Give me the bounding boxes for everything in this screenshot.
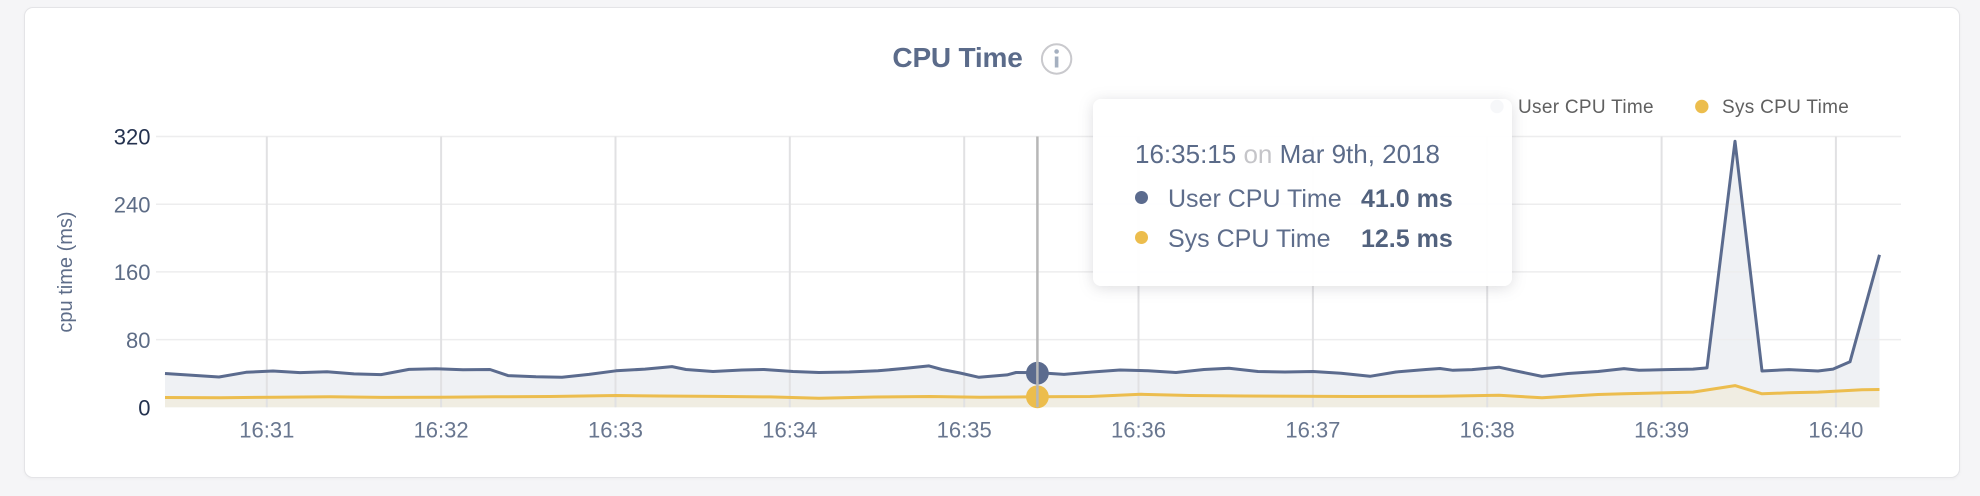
svg-text:16:40: 16:40: [1808, 418, 1863, 443]
svg-text:16:37: 16:37: [1285, 418, 1340, 443]
svg-text:16:36: 16:36: [1111, 418, 1166, 443]
svg-text:160: 160: [114, 260, 151, 285]
svg-text:16:35: 16:35: [937, 418, 992, 443]
svg-text:80: 80: [126, 328, 150, 353]
svg-text:0: 0: [138, 395, 150, 420]
svg-text:16:39: 16:39: [1634, 418, 1689, 443]
svg-text:16:31: 16:31: [239, 418, 294, 443]
svg-text:16:33: 16:33: [588, 418, 643, 443]
svg-text:320: 320: [114, 125, 151, 150]
svg-text:16:32: 16:32: [414, 418, 469, 443]
svg-text:cpu time (ms): cpu time (ms): [55, 211, 77, 332]
svg-text:16:34: 16:34: [762, 418, 817, 443]
svg-text:240: 240: [114, 192, 151, 217]
svg-text:16:38: 16:38: [1460, 418, 1515, 443]
